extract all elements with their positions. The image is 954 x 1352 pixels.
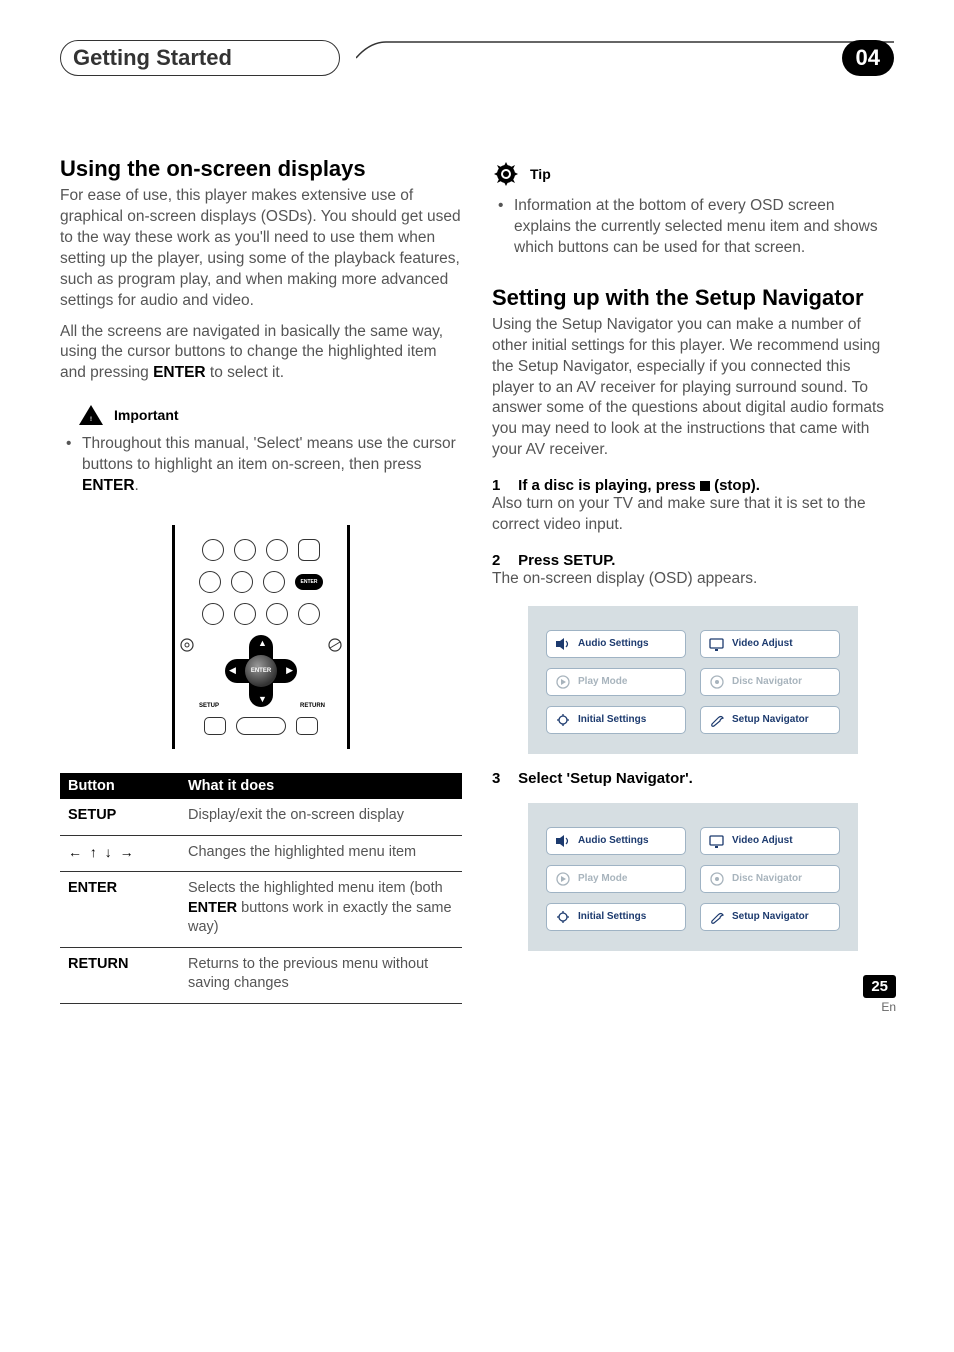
header-swoosh xyxy=(356,40,894,76)
step-2-heading: 2 Press SETUP. xyxy=(492,552,894,569)
up-arrow-icon: ▲ xyxy=(258,638,267,648)
step-1-paragraph: Also turn on your TV and make sure that … xyxy=(492,494,894,536)
speaker-icon xyxy=(554,833,572,849)
intro-paragraph-2: All the screens are navigated in basical… xyxy=(60,322,462,385)
remote-button xyxy=(202,539,224,561)
table-row: ← ↑ ↓ → Changes the highlighted menu ite… xyxy=(60,835,462,872)
dvd-icon xyxy=(179,637,195,653)
step-1-heading: 1 If a disc is playing, press (stop). xyxy=(492,477,894,494)
button-function-table: Button What it does SETUP Display/exit t… xyxy=(60,773,462,1004)
remote-diagram: ENTER ▲ ▼ ◀ ▶ xyxy=(60,525,462,749)
table-row: RETURN Returns to the previous menu with… xyxy=(60,947,462,1003)
wrench-icon xyxy=(708,909,726,925)
osd-play-mode: Play Mode xyxy=(546,865,686,893)
osd-setup-navigator: Setup Navigator xyxy=(700,903,840,931)
important-callout: ! Important xyxy=(78,404,462,426)
remote-button xyxy=(298,603,320,625)
table-row: ENTER Selects the highlighted menu item … xyxy=(60,872,462,948)
left-column: Using the on-screen displays For ease of… xyxy=(60,156,462,1004)
osd-initial-settings: Initial Settings xyxy=(546,903,686,931)
remote-button xyxy=(234,539,256,561)
return-label: RETURN xyxy=(300,703,325,709)
dpad-enter-button: ENTER xyxy=(245,655,277,687)
play-icon xyxy=(554,871,572,887)
disc-icon xyxy=(327,637,343,653)
step-3-heading: 3 Select 'Setup Navigator'. xyxy=(492,770,894,787)
important-bullet: Throughout this manual, 'Select' means u… xyxy=(82,434,462,497)
down-arrow-icon: ▼ xyxy=(258,694,267,704)
setup-nav-paragraph: Using the Setup Navigator you can make a… xyxy=(492,315,894,461)
tip-label: Tip xyxy=(530,166,551,182)
tip-bullet: Information at the bottom of every OSD s… xyxy=(514,196,894,259)
remote-button xyxy=(204,717,226,735)
gear-icon xyxy=(554,712,572,728)
page-header: Getting Started 04 xyxy=(60,40,894,76)
wrench-icon xyxy=(708,712,726,728)
remote-button xyxy=(263,571,285,593)
svg-text:!: ! xyxy=(90,417,92,423)
disc-nav-icon xyxy=(708,674,726,690)
tip-callout: Tip xyxy=(492,160,894,188)
left-arrow-icon: ◀ xyxy=(229,665,236,676)
step-2-paragraph: The on-screen display (OSD) appears. xyxy=(492,569,894,590)
important-list: Throughout this manual, 'Select' means u… xyxy=(60,434,462,497)
gear-icon xyxy=(554,909,572,925)
osd-initial-settings: Initial Settings xyxy=(546,706,686,734)
important-label: Important xyxy=(114,407,179,423)
osd-video-adjust: Video Adjust xyxy=(700,827,840,855)
osd-play-mode: Play Mode xyxy=(546,668,686,696)
page-number: 25 xyxy=(863,975,896,998)
chapter-badge: 04 xyxy=(842,40,894,76)
osd-setup-navigator: Setup Navigator xyxy=(700,706,840,734)
osd-screenshot-1: Audio Settings Video Adjust Play Mode Di… xyxy=(528,606,858,754)
tip-icon xyxy=(492,160,520,188)
col-function: What it does xyxy=(180,773,462,799)
stop-icon xyxy=(700,481,710,491)
osd-video-adjust: Video Adjust xyxy=(700,630,840,658)
dpad: ▲ ▼ ◀ ▶ ENTER xyxy=(225,635,297,707)
remote-button xyxy=(234,603,256,625)
table-row: SETUP Display/exit the on-screen display xyxy=(60,799,462,835)
section-title-pill: Getting Started xyxy=(60,40,340,76)
page-language: En xyxy=(863,1000,896,1014)
osd-disc-navigator: Disc Navigator xyxy=(700,865,840,893)
remote-button xyxy=(199,571,221,593)
heading-using-osd: Using the on-screen displays xyxy=(60,156,462,182)
remote-button xyxy=(266,603,288,625)
page-footer: 25 En xyxy=(863,975,896,1014)
play-icon xyxy=(554,674,572,690)
right-column: Tip Information at the bottom of every O… xyxy=(492,156,894,1004)
monitor-icon xyxy=(708,833,726,849)
remote-button xyxy=(231,571,253,593)
remote-button xyxy=(298,539,320,561)
col-button: Button xyxy=(60,773,180,799)
remote-button xyxy=(296,717,318,735)
remote-button xyxy=(236,717,286,735)
intro-paragraph-1: For ease of use, this player makes exten… xyxy=(60,186,462,312)
osd-audio-settings: Audio Settings xyxy=(546,630,686,658)
heading-setup-navigator: Setting up with the Setup Navigator xyxy=(492,285,894,311)
tip-list: Information at the bottom of every OSD s… xyxy=(492,196,894,259)
speaker-icon xyxy=(554,636,572,652)
monitor-icon xyxy=(708,636,726,652)
osd-audio-settings: Audio Settings xyxy=(546,827,686,855)
setup-label: SETUP xyxy=(199,703,219,709)
remote-button xyxy=(202,603,224,625)
osd-screenshot-2: Audio Settings Video Adjust Play Mode Di… xyxy=(528,803,858,951)
right-arrow-icon: ▶ xyxy=(286,665,293,676)
important-icon: ! xyxy=(78,404,104,426)
remote-button xyxy=(266,539,288,561)
osd-disc-navigator: Disc Navigator xyxy=(700,668,840,696)
disc-nav-icon xyxy=(708,871,726,887)
remote-enter-small: ENTER xyxy=(295,574,323,590)
section-title: Getting Started xyxy=(73,45,232,70)
